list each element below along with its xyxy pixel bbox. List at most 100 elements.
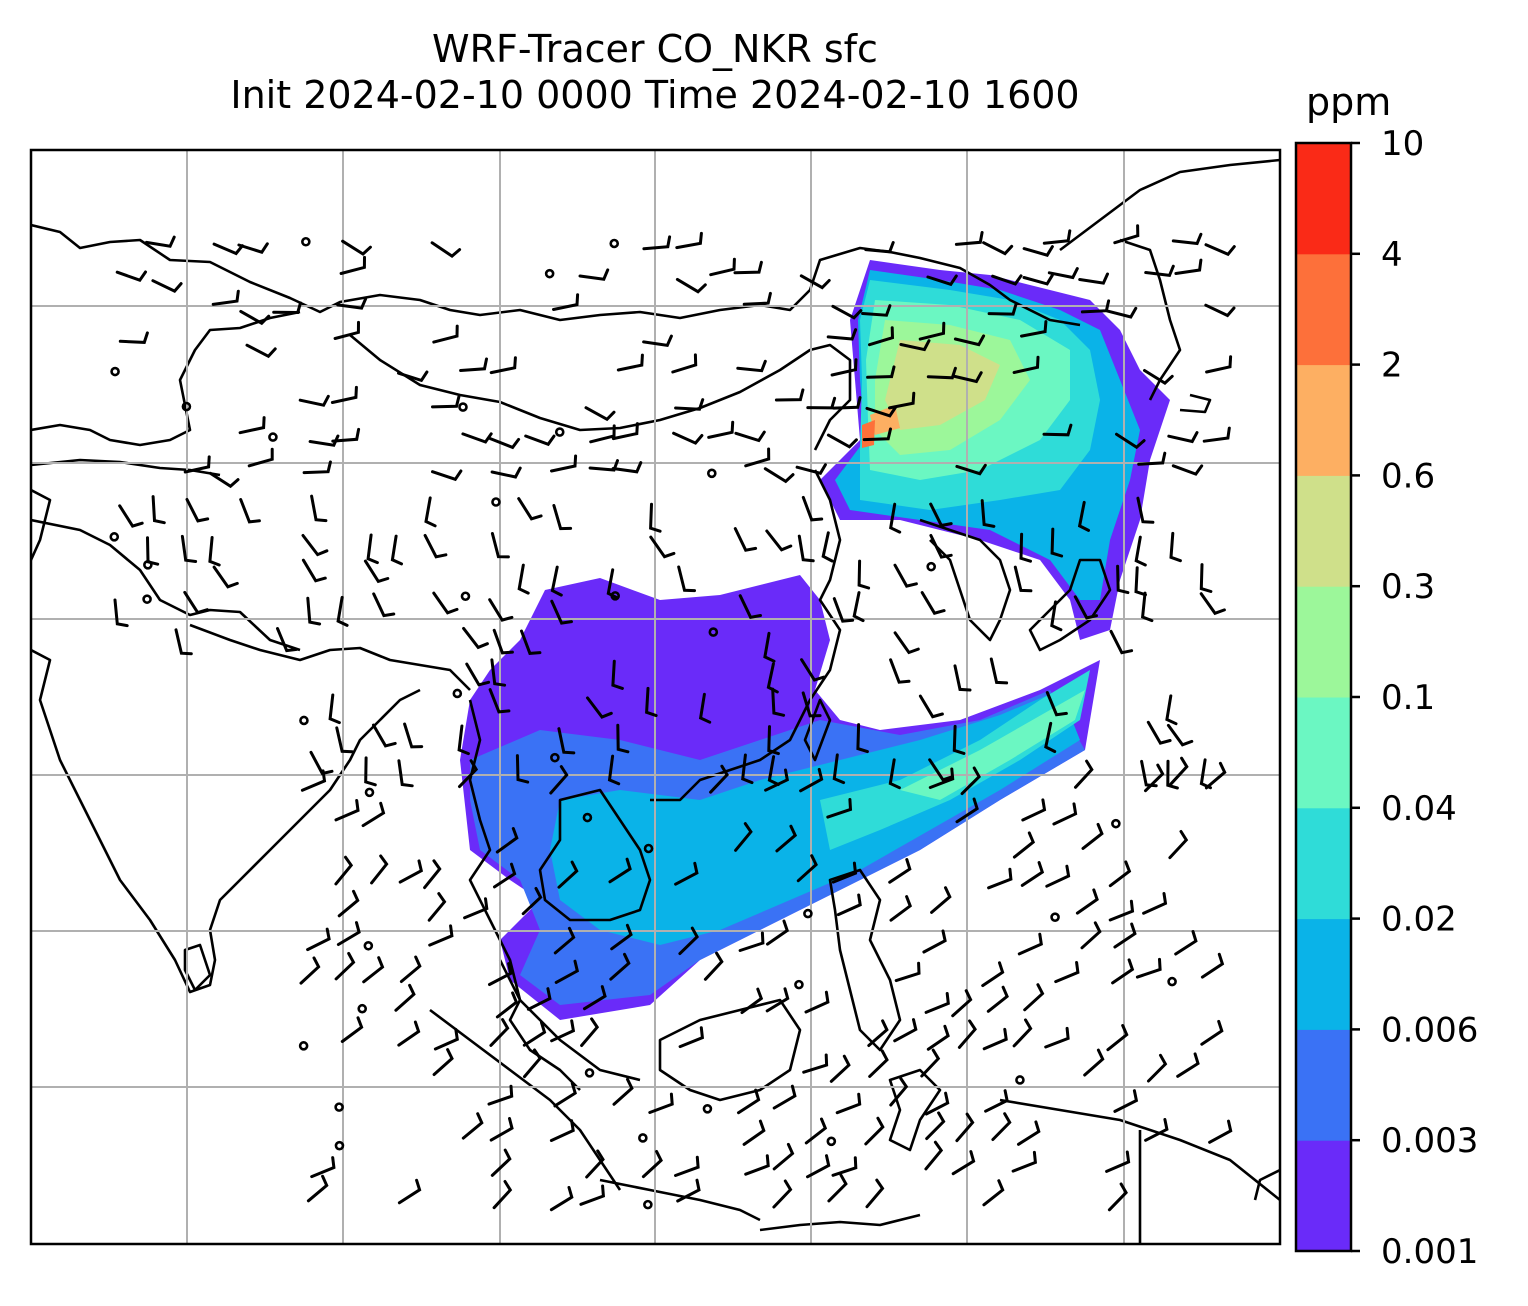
- wind-barb: [550, 565, 563, 597]
- wind-barb: [772, 1179, 793, 1209]
- wind-barb: [557, 727, 576, 755]
- calm-wind-marker: [702, 1104, 713, 1114]
- wind-barb: [524, 434, 556, 447]
- wind-barb: [678, 1026, 705, 1049]
- wind-barb: [488, 688, 511, 714]
- wind-barb: [1147, 1053, 1168, 1083]
- wind-barb: [431, 469, 463, 482]
- wind-barb: [742, 291, 772, 306]
- wind-barb: [868, 326, 895, 347]
- wind-barb: [465, 662, 491, 687]
- wind-barb: [986, 985, 1009, 1013]
- wind-barb: [183, 590, 209, 615]
- wind-barb: [888, 391, 916, 410]
- calm-wind-marker: [643, 843, 654, 854]
- wind-barb: [489, 1018, 510, 1047]
- wind-barb: [1050, 527, 1064, 558]
- wind-barb: [709, 257, 736, 277]
- wind-barbs: [109, 224, 1236, 1212]
- wind-barb: [1073, 595, 1098, 620]
- wind-barb: [423, 533, 448, 559]
- wind-barb: [428, 924, 454, 947]
- wind-barb: [918, 321, 946, 341]
- colorbar-segment: [1296, 697, 1351, 809]
- colorbar-segment: [1296, 1140, 1351, 1252]
- wind-barb: [372, 723, 397, 748]
- colorbar-tick-label: 0.001: [1381, 1232, 1478, 1272]
- wind-barb: [490, 658, 507, 687]
- wind-barb: [1023, 983, 1045, 1012]
- map-frame: [29, 148, 1282, 1246]
- wind-barb: [151, 279, 183, 293]
- wind-barb: [1202, 426, 1231, 443]
- colorbar-tick-label: 0.006: [1381, 1010, 1478, 1050]
- colorbar-tick-label: 0.1: [1381, 678, 1435, 718]
- wind-barb: [1137, 451, 1167, 466]
- wind-barb: [982, 241, 1014, 256]
- wind-barb: [584, 406, 616, 422]
- wind-barb: [334, 855, 354, 886]
- wind-barb: [372, 592, 396, 618]
- wind-barb: [987, 867, 1013, 890]
- wind-barb: [1168, 830, 1189, 860]
- wind-barb: [831, 1156, 858, 1177]
- wind-barb: [981, 961, 1005, 988]
- calm-wind-marker: [550, 752, 560, 763]
- wind-barb: [866, 365, 896, 379]
- wind-barb: [431, 395, 461, 409]
- calm-wind-marker: [544, 268, 555, 279]
- wind-barb: [738, 931, 765, 952]
- calm-wind-marker: [610, 591, 620, 601]
- wind-barb: [888, 858, 912, 884]
- wind-barb: [991, 1112, 1012, 1141]
- wind-barb: [987, 303, 1018, 316]
- wind-barb: [364, 756, 377, 787]
- wind-barb: [861, 304, 892, 317]
- wind-barb: [894, 961, 921, 983]
- wind-barb: [606, 568, 619, 600]
- wind-barb: [589, 424, 616, 444]
- wind-barb: [1020, 320, 1048, 338]
- wind-barb: [310, 494, 328, 523]
- wind-barb: [608, 857, 632, 884]
- calm-wind-marker: [491, 497, 501, 507]
- wind-barb: [922, 929, 947, 954]
- wind-barb: [709, 764, 729, 794]
- wind-barb: [1078, 272, 1109, 285]
- wind-barb: [924, 1091, 950, 1116]
- wind-barb: [549, 1119, 575, 1142]
- wind-barb: [490, 466, 522, 479]
- wind-barb: [432, 591, 459, 615]
- wind-barb: [832, 753, 846, 785]
- wind-barb: [1083, 1048, 1105, 1077]
- wind-barb: [424, 496, 437, 528]
- wind-barb: [1107, 1182, 1128, 1212]
- wind-barb: [1205, 355, 1233, 374]
- colorbar-segment: [1296, 918, 1351, 1030]
- wind-barb: [649, 502, 662, 533]
- wind-barb: [1208, 1119, 1233, 1144]
- wind-barb: [826, 433, 858, 449]
- wind-barb: [889, 1076, 909, 1107]
- wind-barb: [308, 434, 340, 447]
- wind-barb: [889, 658, 911, 684]
- wind-barb: [744, 447, 771, 468]
- colorbar-tick-label: 0.003: [1381, 1121, 1478, 1161]
- wind-barb: [951, 989, 973, 1018]
- wind-barb: [331, 427, 361, 443]
- plume-east-china-sea-arc: [820, 670, 1090, 850]
- wind-barb: [586, 696, 613, 719]
- wind-barb: [1174, 930, 1198, 956]
- wind-barb: [612, 1077, 634, 1106]
- wind-barb: [302, 460, 332, 475]
- wind-barb: [616, 353, 644, 372]
- calm-wind-marker: [458, 402, 468, 412]
- wind-barb: [763, 631, 776, 663]
- wind-barb: [1045, 864, 1071, 888]
- wind-barb: [957, 1019, 977, 1049]
- wind-barb: [804, 1117, 828, 1145]
- wind-barb: [553, 1082, 577, 1108]
- wind-barb: [1111, 958, 1135, 985]
- wind-barb: [299, 956, 321, 985]
- wind-barb: [980, 499, 996, 528]
